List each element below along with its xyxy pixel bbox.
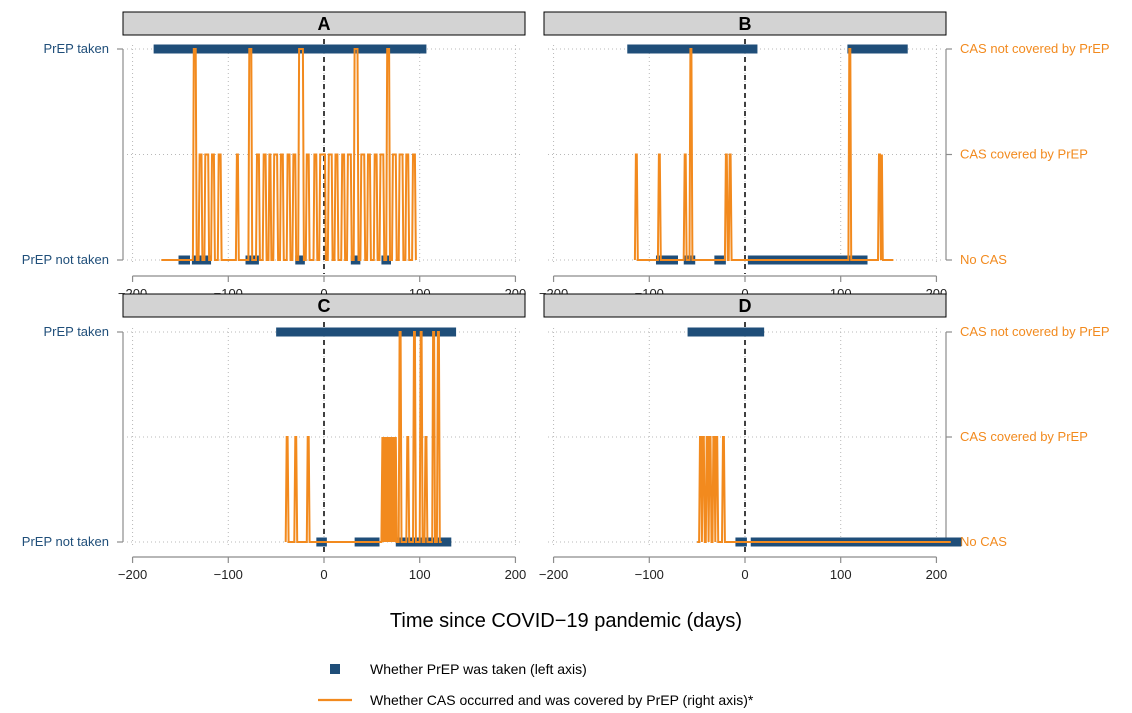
x-axis-tick-label: 200 (926, 567, 948, 582)
legend-prep-label: Whether PrEP was taken (left axis) (370, 661, 587, 677)
prep-not-taken-bar (350, 255, 361, 265)
panel-B: B No CAS CAS covered by PrEP CAS not covere… (539, 11, 1110, 301)
cas-series-line (697, 436, 951, 543)
left-axis-tick-label: PrEP not taken (22, 534, 109, 549)
x-axis-tick-label: 100 (830, 567, 852, 582)
x-axis-tick-label: −100 (635, 567, 664, 582)
prep-taken-bar (687, 327, 765, 337)
left-axis-tick-label: PrEP taken (43, 324, 109, 339)
x-axis-tick-label: −100 (214, 567, 243, 582)
panel-title: B (739, 14, 752, 34)
panel-title: C (318, 296, 331, 316)
x-axis-tick-label: −200 (539, 567, 568, 582)
panel-strip (543, 293, 947, 318)
legend-cas-label: Whether CAS occurred and was covered by … (370, 692, 754, 708)
prep-taken-bar (276, 327, 457, 337)
cas-series-line (161, 48, 417, 261)
right-axis-tick-label: CAS not covered by PrEP (960, 41, 1110, 56)
cas-series-line (633, 48, 894, 261)
panel-title: D (739, 296, 752, 316)
prep-taken-bar (153, 44, 427, 54)
left-axis-tick-label: PrEP not taken (22, 252, 109, 267)
panel-C: C PrEP not taken PrEP taken −200 −100 0 100 200 (22, 293, 527, 582)
panel-strip (122, 11, 526, 36)
panel-strip (122, 293, 526, 318)
right-axis-tick-label: No CAS (960, 534, 1007, 549)
cas-series-line (284, 331, 442, 543)
right-axis-tick-label: CAS not covered by PrEP (960, 324, 1110, 339)
legend-prep-marker (330, 664, 340, 674)
panel-strip (543, 11, 947, 36)
panels: A PrEP not taken PrEP taken −200 −100 0 100 200… (22, 11, 1110, 582)
right-axis-tick-label: CAS covered by PrEP (960, 429, 1088, 444)
x-axis-tick-label: 200 (505, 567, 527, 582)
prep-not-taken-bar (295, 255, 305, 265)
legend: Whether PrEP was taken (left axis) Wheth… (318, 661, 754, 708)
right-axis-tick-label: CAS covered by PrEP (960, 147, 1088, 162)
x-axis-tick-label: 0 (741, 567, 748, 582)
x-axis-tick-label: 100 (409, 567, 431, 582)
panel-title: A (318, 14, 331, 34)
right-axis-tick-label: No CAS (960, 252, 1007, 267)
panel-D: D No CAS CAS covered by PrEP CAS not covere… (539, 293, 1110, 582)
x-axis-tick-label: −200 (118, 567, 147, 582)
x-axis-title: Time since COVID−19 pandemic (days) (390, 610, 742, 632)
prep-taken-bar (847, 44, 908, 54)
x-axis-tick-label: 0 (320, 567, 327, 582)
left-axis-tick-label: PrEP taken (43, 41, 109, 56)
